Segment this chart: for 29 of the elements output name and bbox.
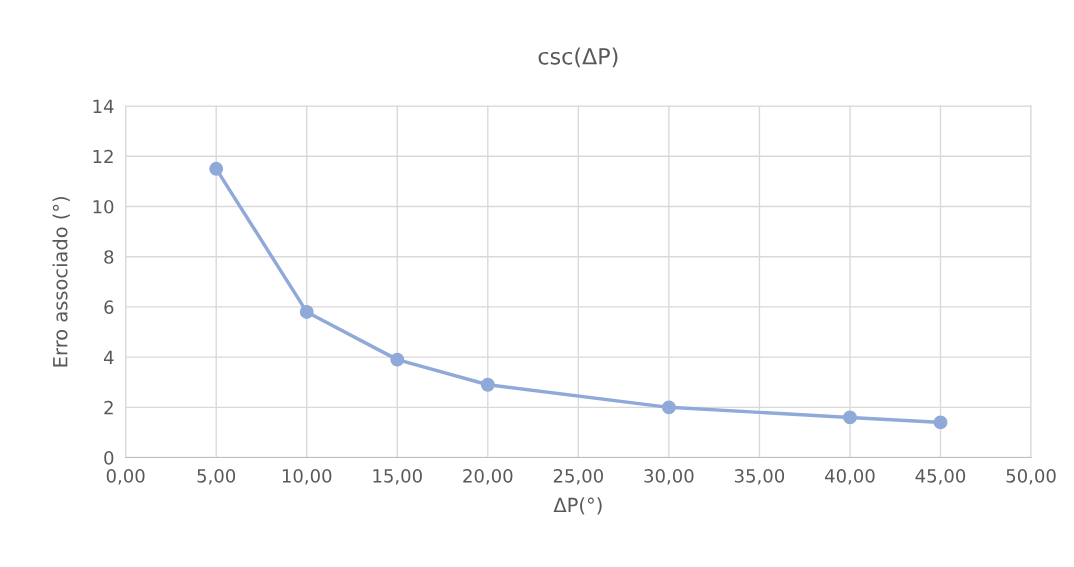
chart-title: csc(ΔP) — [538, 47, 618, 68]
point — [209, 161, 224, 176]
x-tick-label: 25,00 — [553, 469, 603, 485]
point — [390, 352, 405, 367]
x-tick-label: 30,00 — [644, 469, 694, 485]
y-axis-title: Erro associado (°) — [52, 196, 70, 367]
x-tick-label: 50,00 — [1006, 469, 1056, 485]
y-tick-label: 10 — [93, 199, 114, 214]
y-tick-label: 14 — [93, 99, 114, 113]
point — [933, 415, 948, 430]
point — [480, 377, 495, 392]
point — [299, 304, 314, 319]
y-tick-label: 8 — [104, 250, 114, 264]
point — [661, 400, 676, 415]
x-tick-label: 35,00 — [734, 469, 785, 485]
x-tick-label: 0,00 — [106, 469, 145, 485]
x-tick-label: 5,00 — [197, 469, 236, 485]
x-tick-label: 10,00 — [282, 469, 332, 485]
y-tick-label: 6 — [104, 300, 114, 315]
y-tick-label: 12 — [93, 149, 113, 164]
x-tick-label: 15,00 — [373, 469, 422, 485]
y-tick-label: 2 — [104, 400, 113, 415]
x-tick-label: 45,00 — [915, 469, 966, 485]
x-axis-title: ΔP(°) — [553, 497, 602, 515]
x-tick-label: 20,00 — [463, 469, 513, 485]
x-tick-label: 40,00 — [825, 469, 875, 485]
y-tick-label: 0 — [104, 451, 114, 465]
y-tick-label: 4 — [103, 350, 114, 364]
point — [843, 410, 857, 425]
